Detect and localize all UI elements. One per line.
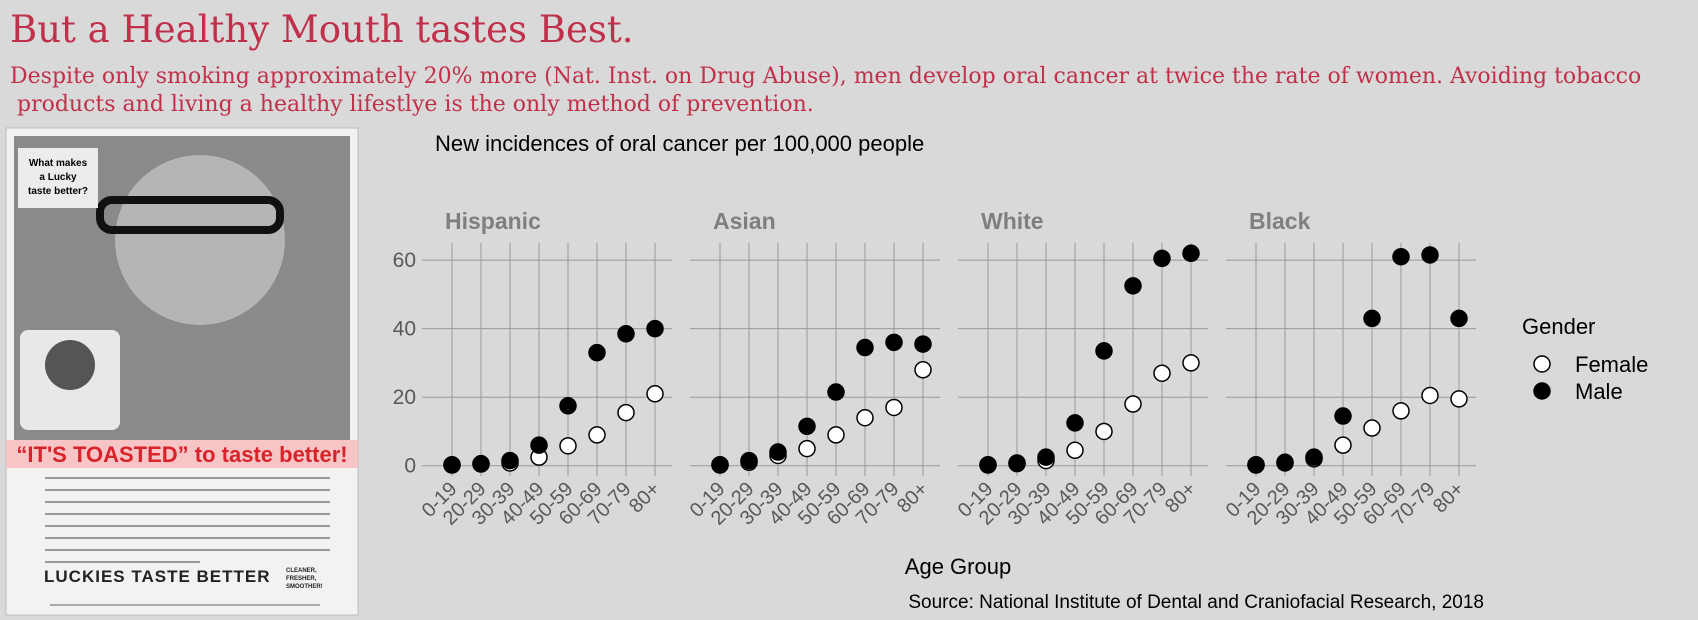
ad-glasses — [96, 196, 284, 234]
panel-label: Black — [1249, 208, 1311, 234]
data-point — [472, 455, 490, 473]
data-point — [914, 361, 932, 379]
y-tick-label: 0 — [404, 455, 416, 478]
data-point — [885, 333, 903, 352]
data-point — [646, 385, 664, 403]
ad-question: a Lucky — [39, 172, 77, 183]
source: Source: National Institute of Dental and… — [908, 592, 1484, 613]
data-point — [856, 338, 874, 357]
data-point — [1153, 249, 1171, 268]
data-point — [1124, 395, 1142, 413]
y-tick-label: 60 — [393, 249, 416, 272]
data-point — [1008, 454, 1026, 472]
data-point — [588, 426, 606, 444]
data-point — [798, 439, 816, 458]
ad-banner — [6, 440, 358, 468]
data-point — [1276, 453, 1294, 472]
advertisement: What makes a Lucky taste better? “IT'S T… — [5, 127, 359, 616]
data-point — [1421, 386, 1439, 405]
y-tick-label: 20 — [393, 386, 416, 409]
ad-body-text — [45, 477, 330, 563]
chart-title: New incidences of oral cancer per 100,00… — [435, 131, 924, 156]
data-point — [827, 426, 845, 444]
y-tick-label: 40 — [393, 318, 416, 341]
data-point — [1334, 407, 1352, 425]
panel-label: Asian — [713, 208, 776, 234]
data-point — [1066, 414, 1084, 432]
data-point — [1392, 402, 1410, 420]
panel-label: Hispanic — [445, 208, 541, 234]
ad-question: What makes — [29, 158, 88, 169]
data-point — [1095, 342, 1113, 360]
legend-marker — [1533, 355, 1551, 373]
data-point — [1305, 448, 1323, 466]
ad-tagline: SMOOTHER! — [286, 584, 323, 590]
data-point — [1450, 309, 1468, 328]
ad-question: taste better? — [28, 186, 88, 197]
ad-slogan: LUCKIES TASTE BETTER — [44, 567, 271, 586]
data-point — [1037, 448, 1055, 466]
data-point — [559, 397, 577, 415]
legend-marker — [1533, 382, 1551, 400]
data-point — [1392, 247, 1410, 266]
data-point — [798, 417, 816, 436]
legend-label: Male — [1575, 379, 1623, 404]
ad-tagline: CLEANER, — [286, 568, 317, 574]
data-point — [979, 456, 997, 474]
data-point — [559, 437, 577, 455]
data-point — [646, 319, 664, 338]
data-point — [443, 456, 461, 474]
data-point — [617, 403, 635, 422]
ad-face — [115, 155, 285, 325]
data-point — [1066, 441, 1084, 460]
data-point — [1363, 419, 1381, 437]
x-axis-title: Age Group — [905, 554, 1011, 579]
data-point — [740, 451, 758, 470]
data-point — [1247, 456, 1265, 474]
data-point — [530, 436, 548, 454]
data-point — [711, 456, 729, 474]
data-point — [1124, 277, 1142, 295]
legend-label: Female — [1575, 352, 1648, 377]
data-point — [1421, 246, 1439, 264]
data-point — [885, 398, 903, 417]
panel-label: White — [981, 208, 1044, 234]
data-point — [617, 325, 635, 343]
data-point — [1095, 422, 1113, 441]
subtitle: products and living a healthy lifestlye … — [10, 92, 814, 117]
data-point — [914, 335, 932, 353]
data-point — [1182, 244, 1200, 263]
data-point — [1153, 364, 1171, 382]
page-title: But a Healthy Mouth tastes Best. — [10, 8, 633, 51]
data-point — [1182, 354, 1200, 372]
ad-headline: “IT'S TOASTED” to taste better! — [16, 442, 347, 467]
legend-title: Gender — [1522, 314, 1595, 339]
data-point — [827, 383, 845, 401]
data-point — [588, 343, 606, 362]
data-point — [1450, 390, 1468, 408]
ad-question-box — [18, 148, 98, 208]
data-point — [1363, 309, 1381, 328]
data-point — [856, 409, 874, 427]
data-point — [769, 443, 787, 461]
subtitle: Despite only smoking approximately 20% m… — [10, 64, 1641, 89]
data-point — [501, 451, 519, 470]
ad-pack-logo — [45, 340, 95, 390]
data-point — [1334, 436, 1352, 454]
ad-tagline: FRESHER, — [286, 576, 317, 582]
